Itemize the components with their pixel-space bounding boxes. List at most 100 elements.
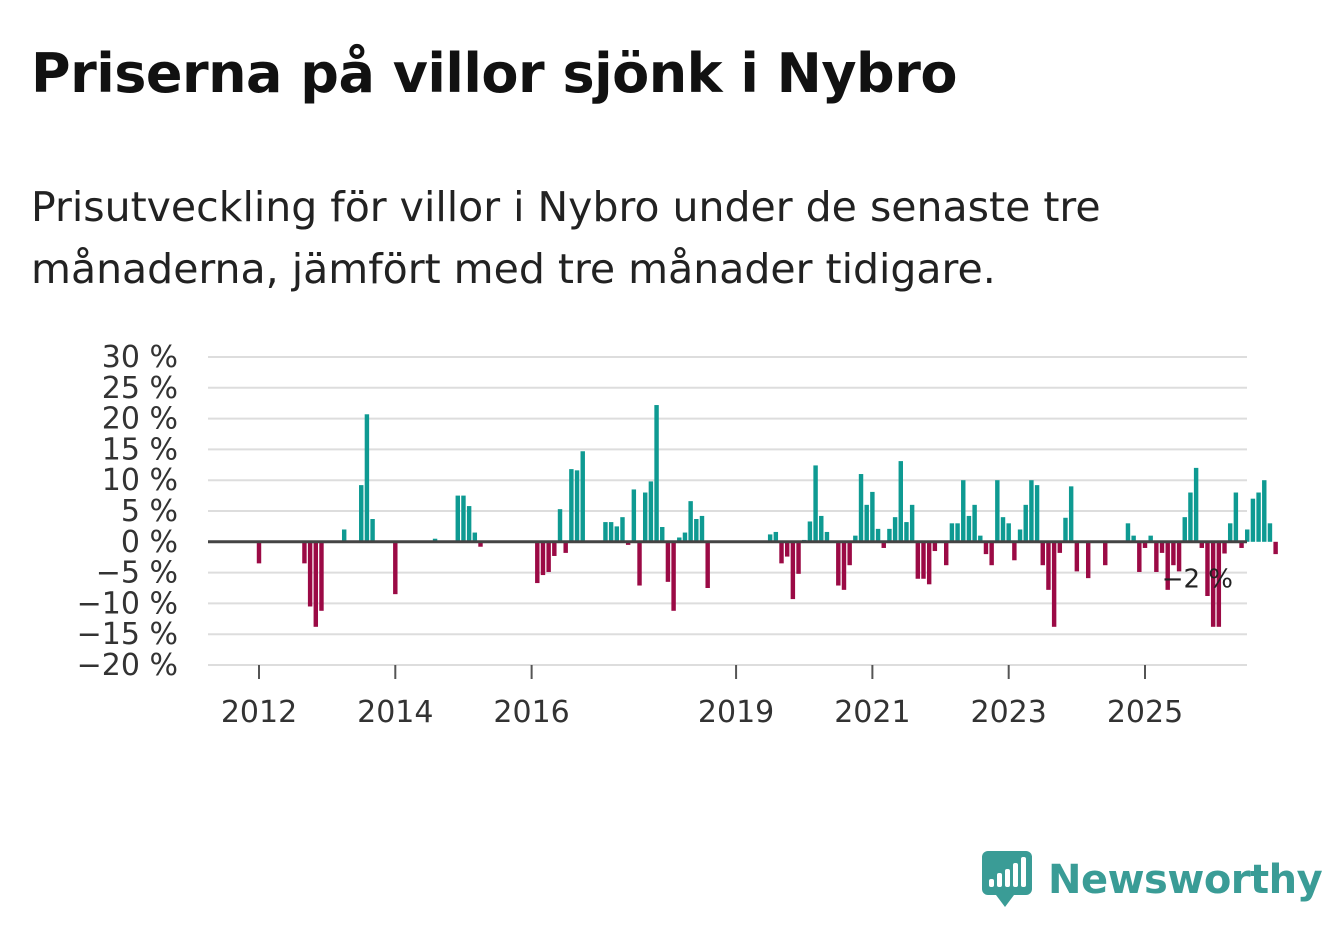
- bar: [1262, 480, 1267, 542]
- bar: [256, 541, 262, 564]
- bar: [904, 522, 909, 542]
- bar: [824, 531, 830, 542]
- chart-title: Priserna på villor sjönk i Nybro: [31, 42, 957, 105]
- bar: [915, 541, 921, 579]
- bar: [466, 506, 472, 542]
- bar: [875, 528, 881, 542]
- bar: [557, 509, 563, 542]
- bar: [1085, 541, 1091, 579]
- bar: [1137, 541, 1142, 572]
- y-tick-label: 25 %: [102, 371, 178, 406]
- bar: [955, 523, 960, 542]
- bar: [648, 481, 654, 542]
- bar: [370, 519, 375, 542]
- bar: [1057, 541, 1063, 553]
- bar: [472, 532, 478, 542]
- bar: [784, 541, 790, 557]
- bar: [665, 541, 671, 582]
- bars: [208, 405, 1278, 627]
- bar: [1125, 523, 1131, 542]
- bar: [302, 541, 307, 564]
- bar: [796, 541, 801, 574]
- bar: [1222, 541, 1227, 554]
- bar: [853, 535, 858, 542]
- bar: [972, 504, 977, 542]
- chart-subtitle: Prisutveckling för villor i Nybro under …: [31, 183, 1101, 293]
- bar: [836, 541, 841, 586]
- bar: [1193, 467, 1199, 542]
- bar: [1040, 541, 1045, 566]
- bar: [432, 538, 438, 542]
- bar: [887, 528, 892, 542]
- bar: [1273, 541, 1278, 555]
- x-axis: 2012 2014 2016 2019 2021 2023 2025: [208, 664, 1247, 730]
- bar: [307, 541, 313, 607]
- bar: [813, 465, 818, 542]
- bar: [921, 541, 926, 579]
- bar: [699, 515, 705, 542]
- y-tick-label: −15 %: [77, 617, 178, 652]
- bar: [1000, 517, 1006, 542]
- y-tick-label: −20 %: [77, 648, 178, 683]
- bar-chart: 30 %25 %20 %15 %10 %5 %0 %−5 %−10 %−15 %…: [77, 340, 1278, 730]
- bar: [1142, 541, 1148, 548]
- bar: [1012, 541, 1017, 561]
- bar: [660, 527, 665, 542]
- bar: [603, 522, 608, 542]
- bar: [864, 504, 869, 542]
- x-tick-label: 2019: [698, 695, 774, 730]
- bar: [359, 485, 364, 542]
- bar: [1051, 541, 1057, 627]
- bar: [614, 526, 620, 542]
- bar: [535, 541, 540, 584]
- bar: [1171, 541, 1176, 566]
- bar: [546, 541, 551, 572]
- bar: [1023, 504, 1028, 542]
- bar: [1046, 541, 1051, 590]
- bar: [478, 541, 483, 547]
- last-value-label: −2 %: [1162, 565, 1233, 595]
- bar: [642, 492, 648, 542]
- bar: [563, 541, 568, 553]
- bar: [574, 470, 580, 542]
- bar: [1074, 541, 1080, 572]
- y-tick-label: 5 %: [121, 494, 178, 529]
- bar: [620, 517, 625, 542]
- bar: [580, 451, 585, 542]
- newsworthy-logo-icon: [982, 851, 1032, 907]
- bar: [1017, 529, 1023, 542]
- bar: [1245, 529, 1250, 542]
- bar: [858, 474, 864, 542]
- bar: [1154, 541, 1159, 572]
- bar: [989, 541, 994, 566]
- bar: [892, 517, 898, 542]
- bar: [779, 541, 784, 564]
- bar: [909, 504, 915, 542]
- bar: [961, 480, 966, 542]
- bar: [540, 541, 546, 576]
- bar: [807, 521, 813, 542]
- bar: [637, 541, 642, 586]
- bar: [461, 495, 466, 542]
- bar: [1216, 541, 1222, 627]
- x-tick-label: 2025: [1107, 695, 1183, 730]
- bar: [1233, 492, 1239, 542]
- gridlines: [208, 356, 1247, 666]
- bar: [1182, 517, 1187, 542]
- bar: [319, 541, 324, 611]
- bar: [455, 495, 460, 542]
- bar: [983, 541, 989, 555]
- y-tick-label: 0 %: [121, 525, 178, 560]
- bar: [1165, 541, 1170, 590]
- bar: [932, 541, 938, 552]
- bar: [1250, 498, 1256, 542]
- bar: [790, 541, 796, 600]
- brand-logo: Newsworthy: [980, 850, 1322, 910]
- bar: [552, 541, 557, 556]
- brand-name: Newsworthy: [1048, 857, 1322, 903]
- bar: [705, 541, 710, 588]
- y-tick-label: 10 %: [102, 463, 178, 498]
- bar: [313, 541, 319, 627]
- bar: [671, 541, 676, 611]
- y-tick-label: −10 %: [77, 586, 178, 621]
